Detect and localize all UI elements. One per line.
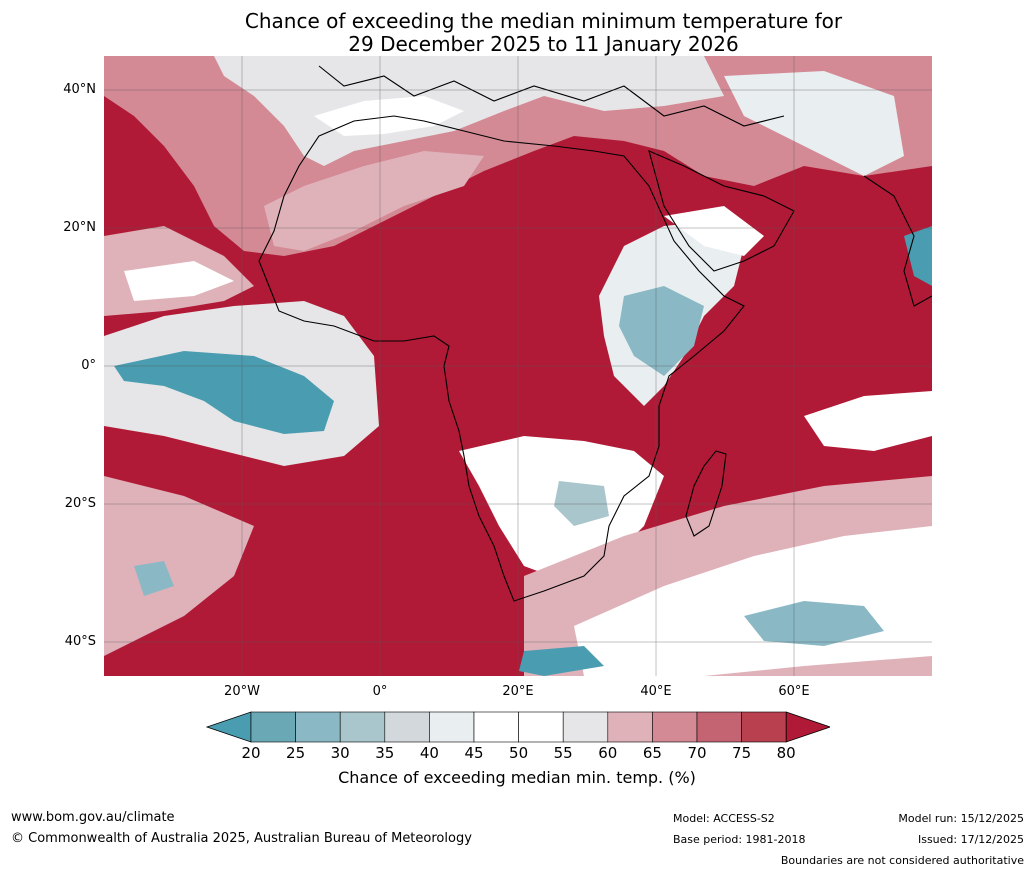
colorbar-segment <box>339 711 386 743</box>
south-west-teal <box>134 561 174 596</box>
europe-coastline <box>318 65 785 127</box>
colorbar-title: Chance of exceeding median min. temp. (%… <box>338 768 696 787</box>
lat-label-40n: 40°N <box>63 82 96 97</box>
colorbar-tick-label: 45 <box>464 744 484 762</box>
east-africa-teal <box>619 286 704 376</box>
colorbar-segment <box>607 711 653 743</box>
colorbar-tick-label: 60 <box>598 744 618 762</box>
colorbar <box>206 711 830 743</box>
colorbar-tick-label: 30 <box>330 744 350 762</box>
colorbar-tick-label: 55 <box>553 744 573 762</box>
lon-label-40e: 40°E <box>640 684 672 699</box>
middle-east-light <box>724 71 904 176</box>
colorbar-extend-high <box>785 711 830 743</box>
india-teal <box>904 226 932 286</box>
colorbar-extend-low <box>206 711 252 743</box>
title-line-2: 29 December 2025 to 11 January 2026 <box>348 32 739 56</box>
colorbar-tick-label: 80 <box>776 744 796 762</box>
lat-label-20s: 20°S <box>64 496 96 511</box>
colorbar-tick-label: 20 <box>241 744 261 762</box>
far-south-teal <box>519 646 604 676</box>
colorbar-segment <box>429 711 475 743</box>
indian-ocean-white <box>804 391 932 451</box>
colorbar-segment <box>696 711 742 743</box>
southern-africa-teal <box>554 481 609 526</box>
colorbar-segment <box>741 711 787 743</box>
india-outline <box>863 175 932 307</box>
colorbar-segment <box>250 711 296 743</box>
colorbar-segment <box>295 711 341 743</box>
colorbar-tick-label: 75 <box>732 744 752 762</box>
colorbar-tick-label: 70 <box>687 744 707 762</box>
arabia-outline <box>648 150 795 272</box>
model-text: Model: ACCESS-S2 <box>673 812 775 825</box>
madagascar-outline <box>685 450 727 537</box>
probability-map <box>104 56 932 676</box>
west-atlantic-white <box>124 261 234 301</box>
colorbar-segment <box>473 711 519 743</box>
colorbar-tick-label: 35 <box>375 744 395 762</box>
africa-coastline <box>258 115 745 602</box>
south-band-teal <box>744 601 884 646</box>
copyright-text: © Commonwealth of Australia 2025, Austra… <box>11 831 472 846</box>
lat-label-0: 0° <box>81 358 96 373</box>
website-link[interactable]: www.bom.gov.au/climate <box>11 810 175 825</box>
lat-label-20n: 20°N <box>63 220 96 235</box>
lon-label-60e: 60°E <box>778 684 810 699</box>
colorbar-segment <box>652 711 698 743</box>
colorbar-tick-label: 40 <box>419 744 439 762</box>
colorbar-segment <box>562 711 609 743</box>
boundaries-note: Boundaries are not considered authoritat… <box>780 854 1024 867</box>
colorbar-segment <box>518 711 564 743</box>
base-period-text: Base period: 1981-2018 <box>673 833 806 846</box>
issued-text: Issued: 17/12/2025 <box>917 833 1024 846</box>
colorbar-tick-label: 50 <box>509 744 529 762</box>
arabia-white <box>664 206 764 256</box>
colorbar-segment <box>384 711 430 743</box>
south-west-pink <box>104 476 254 656</box>
lat-label-40s: 40°S <box>64 634 96 649</box>
lon-label-0: 0° <box>372 684 388 699</box>
atlantic-teal-blob <box>114 351 334 434</box>
lon-label-20e: 20°E <box>502 684 534 699</box>
map-title: Chance of exceeding the median minimum t… <box>0 10 1035 56</box>
colorbar-tick-label: 65 <box>642 744 662 762</box>
lon-label-20w: 20°W <box>224 684 260 699</box>
mediterranean-white <box>314 96 464 136</box>
colorbar-tick-label: 25 <box>286 744 306 762</box>
model-run-text: Model run: 15/12/2025 <box>898 812 1024 825</box>
title-line-1: Chance of exceeding the median minimum t… <box>244 9 843 33</box>
graticule <box>104 56 932 676</box>
sahara-pink <box>264 151 484 251</box>
